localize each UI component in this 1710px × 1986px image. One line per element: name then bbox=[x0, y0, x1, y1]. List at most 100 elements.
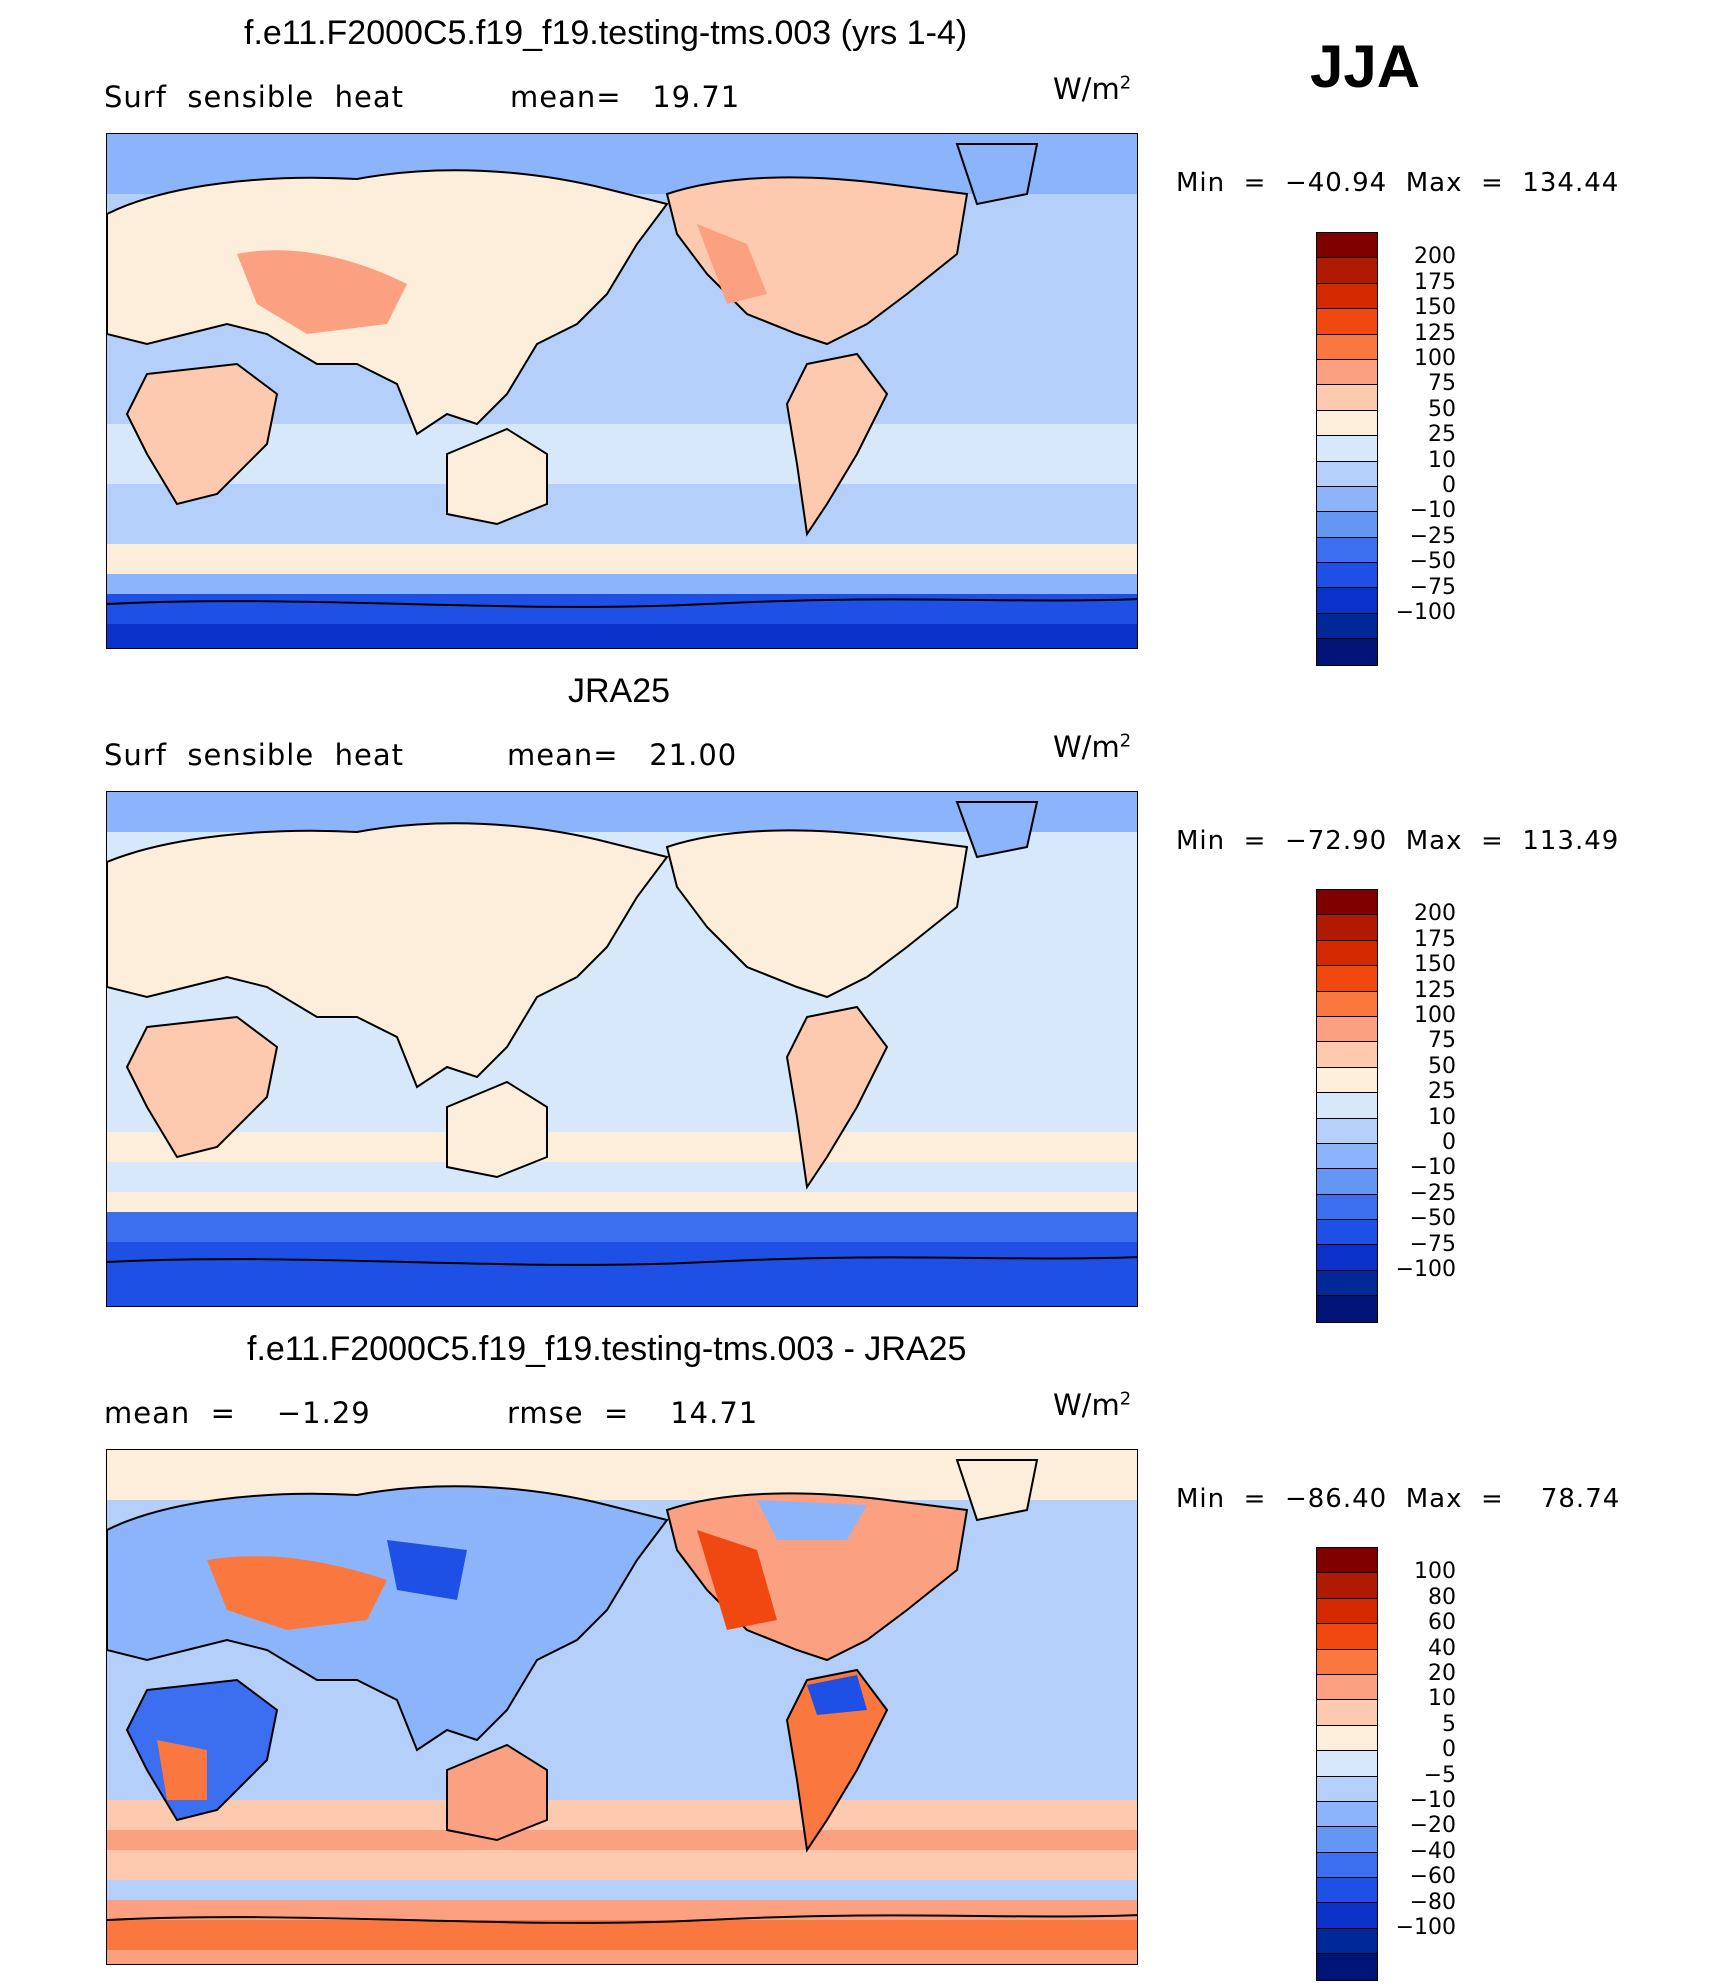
panel-1-colorbar-boxes bbox=[1316, 232, 1378, 666]
colorbar-tick-label: 10 bbox=[1428, 447, 1456, 473]
colorbar-box bbox=[1317, 1016, 1377, 1043]
panel-1-title: f.e11.F2000C5.f19_f19.testing-tms.003 (y… bbox=[244, 14, 968, 52]
colorbar-box bbox=[1317, 1827, 1377, 1853]
colorbar-box bbox=[1317, 309, 1377, 335]
panel-3-title: f.e11.F2000C5.f19_f19.testing-tms.003 - … bbox=[247, 1330, 967, 1368]
colorbar-tick-label: 125 bbox=[1414, 320, 1456, 346]
colorbar-tick-label: 50 bbox=[1428, 396, 1456, 422]
colorbar-box bbox=[1317, 1093, 1377, 1119]
colorbar-box bbox=[1317, 1598, 1377, 1625]
colorbar-tick-label: −40 bbox=[1409, 1838, 1456, 1864]
colorbar-tick-label: 20 bbox=[1428, 1661, 1456, 1686]
colorbar-box bbox=[1317, 334, 1377, 360]
colorbar-box bbox=[1317, 512, 1377, 538]
colorbar-tick-label: 10 bbox=[1428, 1686, 1456, 1712]
colorbar-box bbox=[1317, 1270, 1377, 1297]
colorbar-tick-label: 150 bbox=[1414, 295, 1456, 321]
panel-3-units: W/m2 bbox=[1053, 1388, 1132, 1422]
colorbar-box bbox=[1317, 1852, 1377, 1879]
panel-2-title: JRA25 bbox=[568, 672, 671, 710]
panel-2-variable-label: Surf sensible heat bbox=[104, 738, 404, 772]
colorbar-box bbox=[1317, 258, 1377, 284]
colorbar-tick-label: −100 bbox=[1395, 1915, 1456, 1940]
colorbar-box bbox=[1317, 359, 1377, 386]
colorbar-box bbox=[1317, 1725, 1377, 1752]
panel-3-colorbar bbox=[1316, 1547, 1378, 1981]
colorbar-box bbox=[1317, 1548, 1377, 1574]
colorbar-tick-label: 100 bbox=[1414, 1559, 1456, 1585]
colorbar-box bbox=[1317, 563, 1377, 589]
panel-1-colorbar bbox=[1316, 232, 1378, 666]
colorbar-tick-label: 150 bbox=[1414, 952, 1456, 978]
panel-2-colorbar bbox=[1316, 889, 1378, 1323]
colorbar-tick-label: −5 bbox=[1423, 1762, 1456, 1788]
colorbar-box bbox=[1317, 436, 1377, 462]
colorbar-box bbox=[1317, 1220, 1377, 1246]
colorbar-box bbox=[1317, 1751, 1377, 1777]
colorbar-tick-label: −20 bbox=[1409, 1813, 1456, 1839]
colorbar-tick-label: 200 bbox=[1414, 901, 1456, 927]
colorbar-tick-label: 100 bbox=[1414, 346, 1456, 371]
colorbar-box bbox=[1317, 1573, 1377, 1599]
colorbar-tick-label: 200 bbox=[1414, 244, 1456, 270]
season-label: JJA bbox=[1310, 33, 1421, 100]
colorbar-tick-label: 75 bbox=[1428, 371, 1456, 397]
colorbar-tick-label: −25 bbox=[1409, 523, 1456, 549]
panel-2-units: W/m2 bbox=[1053, 730, 1132, 764]
colorbar-box bbox=[1317, 1801, 1377, 1828]
colorbar-tick-label: 40 bbox=[1428, 1635, 1456, 1661]
colorbar-tick-label: 75 bbox=[1428, 1028, 1456, 1054]
colorbar-tick-label: 175 bbox=[1414, 269, 1456, 295]
colorbar-box bbox=[1317, 1674, 1377, 1701]
colorbar-tick-label: 100 bbox=[1414, 1003, 1456, 1028]
colorbar-tick-label: 10 bbox=[1428, 1104, 1456, 1130]
colorbar-tick-label: −80 bbox=[1409, 1889, 1456, 1915]
colorbar-box bbox=[1317, 966, 1377, 992]
panel-1-variable-label: Surf sensible heat bbox=[104, 80, 404, 114]
colorbar-tick-label: 5 bbox=[1442, 1711, 1456, 1737]
colorbar-box bbox=[1317, 890, 1377, 916]
colorbar-box bbox=[1317, 1067, 1377, 1094]
colorbar-tick-label: 50 bbox=[1428, 1053, 1456, 1079]
colorbar-tick-label: −10 bbox=[1409, 1788, 1456, 1813]
colorbar-box bbox=[1317, 1169, 1377, 1195]
colorbar-tick-label: −10 bbox=[1409, 1155, 1456, 1181]
colorbar-box bbox=[1317, 461, 1377, 487]
colorbar-tick-label: 0 bbox=[1442, 1737, 1456, 1763]
colorbar-tick-label: −50 bbox=[1409, 549, 1456, 575]
colorbar-tick-label: 25 bbox=[1428, 422, 1456, 448]
colorbar-tick-label: 0 bbox=[1442, 473, 1456, 498]
colorbar-box bbox=[1317, 1042, 1377, 1068]
colorbar-box bbox=[1317, 915, 1377, 941]
panel-2-minmax: Min = −72.90 Max = 113.49 bbox=[1176, 826, 1620, 856]
colorbar-box bbox=[1317, 537, 1377, 564]
panel-2-colorbar-boxes bbox=[1316, 889, 1378, 1323]
panel-3-rmse-label: rmse = 14.71 bbox=[507, 1396, 759, 1430]
colorbar-box bbox=[1317, 233, 1377, 259]
colorbar-tick-label: −25 bbox=[1409, 1180, 1456, 1206]
panel-2-mean-label: mean= 21.00 bbox=[507, 738, 738, 772]
colorbar-box bbox=[1317, 991, 1377, 1017]
panel-1-minmax: Min = −40.94 Max = 134.44 bbox=[1176, 168, 1620, 198]
colorbar-box bbox=[1317, 1878, 1377, 1904]
colorbar-box bbox=[1317, 1296, 1377, 1322]
colorbar-box bbox=[1317, 1649, 1377, 1675]
panel-1-map bbox=[106, 133, 1138, 649]
colorbar-tick-label: 125 bbox=[1414, 977, 1456, 1003]
colorbar-box bbox=[1317, 1245, 1377, 1271]
colorbar-tick-label: −75 bbox=[1409, 574, 1456, 600]
colorbar-tick-label: 80 bbox=[1428, 1584, 1456, 1610]
colorbar-box bbox=[1317, 385, 1377, 411]
colorbar-box bbox=[1317, 1143, 1377, 1170]
colorbar-tick-label: 0 bbox=[1442, 1130, 1456, 1155]
colorbar-box bbox=[1317, 588, 1377, 614]
colorbar-tick-label: −100 bbox=[1395, 600, 1456, 625]
colorbar-box bbox=[1317, 639, 1377, 665]
colorbar-tick-label: 25 bbox=[1428, 1079, 1456, 1105]
panel-3-colorbar-boxes bbox=[1316, 1547, 1378, 1981]
colorbar-box bbox=[1317, 613, 1377, 640]
colorbar-tick-label: −75 bbox=[1409, 1231, 1456, 1257]
colorbar-box bbox=[1317, 1928, 1377, 1955]
colorbar-box bbox=[1317, 1118, 1377, 1144]
panel-3-map bbox=[106, 1449, 1138, 1965]
